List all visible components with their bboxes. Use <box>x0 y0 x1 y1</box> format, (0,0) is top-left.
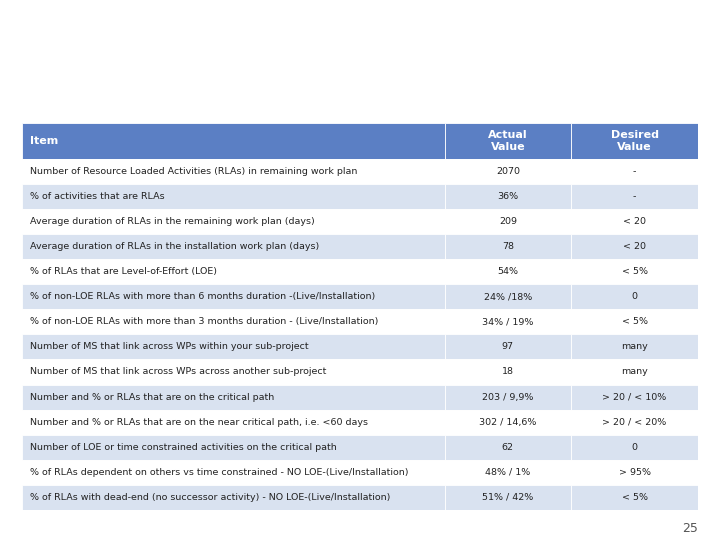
Text: 97: 97 <box>502 342 514 352</box>
Text: < 20: < 20 <box>623 242 646 251</box>
Text: % of RLAs that are Level-of-Effort (LOE): % of RLAs that are Level-of-Effort (LOE) <box>30 267 217 276</box>
Text: % of non-LOE RLAs with more than 3 months duration - (Live/Installation): % of non-LOE RLAs with more than 3 month… <box>30 318 379 326</box>
Bar <box>571 234 698 259</box>
Text: SOURCE: SOURCE <box>670 69 696 74</box>
Text: > 20 / < 10%: > 20 / < 10% <box>603 393 667 402</box>
Bar <box>444 159 571 184</box>
Text: 62: 62 <box>502 443 514 452</box>
Text: % of activities that are RLAs: % of activities that are RLAs <box>30 192 165 201</box>
Bar <box>444 284 571 309</box>
Text: Item: Item <box>30 136 58 146</box>
Bar <box>22 384 444 410</box>
Text: EUROPEAN: EUROPEAN <box>670 34 704 39</box>
Text: 48% / 1%: 48% / 1% <box>485 468 531 477</box>
Text: Number of MS that link across WPs across another sub-project: Number of MS that link across WPs across… <box>30 367 326 376</box>
Text: Number of Resource Loaded Activities (RLAs) in remaining work plan: Number of Resource Loaded Activities (RL… <box>30 167 358 176</box>
Bar <box>571 384 698 410</box>
Text: many: many <box>621 342 648 352</box>
Bar <box>444 360 571 384</box>
Text: ess: ess <box>610 44 636 58</box>
Bar <box>571 460 698 485</box>
Text: % of non-LOE RLAs with more than 6 months duration -(Live/Installation): % of non-LOE RLAs with more than 6 month… <box>30 292 375 301</box>
Bar <box>22 309 444 334</box>
Text: < 5%: < 5% <box>621 267 647 276</box>
Bar <box>444 334 571 360</box>
Text: Actual
Value: Actual Value <box>488 130 528 152</box>
Bar <box>571 334 698 360</box>
Text: many: many <box>621 367 648 376</box>
Bar <box>444 384 571 410</box>
Bar <box>444 485 571 510</box>
Text: Average duration of RLAs in the installation work plan (days): Average duration of RLAs in the installa… <box>30 242 320 251</box>
Bar <box>571 360 698 384</box>
Bar <box>444 460 571 485</box>
Bar <box>444 184 571 209</box>
Text: < 5%: < 5% <box>621 318 647 326</box>
Text: Average duration of RLAs in the remaining work plan (days): Average duration of RLAs in the remainin… <box>30 217 315 226</box>
Bar <box>22 209 444 234</box>
Bar <box>571 435 698 460</box>
Bar <box>571 159 698 184</box>
Text: Desired
Value: Desired Value <box>611 130 659 152</box>
Text: 24% /18%: 24% /18% <box>484 292 532 301</box>
Bar <box>444 410 571 435</box>
Text: 51% / 42%: 51% / 42% <box>482 493 534 502</box>
Bar <box>571 485 698 510</box>
Bar <box>444 435 571 460</box>
Text: % of RLAs with dead-end (no successor activity) - NO LOE-(Live/Installation): % of RLAs with dead-end (no successor ac… <box>30 493 390 502</box>
Text: 302 / 14,6%: 302 / 14,6% <box>480 417 536 427</box>
Bar <box>22 485 444 510</box>
Text: Number of MS that link across WPs within your sub-project: Number of MS that link across WPs within… <box>30 342 309 352</box>
Text: 78: 78 <box>502 242 514 251</box>
Text: 203 / 9,9%: 203 / 9,9% <box>482 393 534 402</box>
Bar <box>22 123 444 159</box>
Bar <box>22 435 444 460</box>
Bar <box>571 284 698 309</box>
Text: 25: 25 <box>683 522 698 535</box>
Text: 34% / 19%: 34% / 19% <box>482 318 534 326</box>
Text: > 95%: > 95% <box>618 468 651 477</box>
Text: 2070: 2070 <box>496 167 520 176</box>
Bar <box>444 123 571 159</box>
Bar <box>571 410 698 435</box>
Bar <box>22 284 444 309</box>
Bar <box>571 309 698 334</box>
Text: 54%: 54% <box>498 267 518 276</box>
Bar <box>444 234 571 259</box>
Bar <box>22 334 444 360</box>
Text: -: - <box>633 192 636 201</box>
Text: 0: 0 <box>631 443 638 452</box>
Text: % of RLAs dependent on others vs time constrained - NO LOE-(Live/Installation): % of RLAs dependent on others vs time co… <box>30 468 409 477</box>
Text: 18: 18 <box>502 367 514 376</box>
Bar <box>22 184 444 209</box>
Bar <box>571 123 698 159</box>
Bar <box>444 209 571 234</box>
Text: > 20 / < 20%: > 20 / < 20% <box>603 417 667 427</box>
Bar <box>444 259 571 284</box>
Bar <box>571 184 698 209</box>
Bar <box>22 159 444 184</box>
Text: 0: 0 <box>631 292 638 301</box>
Text: -: - <box>633 167 636 176</box>
Bar <box>22 259 444 284</box>
Text: < 5%: < 5% <box>621 493 647 502</box>
Text: Number of LOE or time constrained activities on the critical path: Number of LOE or time constrained activi… <box>30 443 337 452</box>
Text: Metric ACCSYS: Metric ACCSYS <box>22 43 243 69</box>
Text: < 20: < 20 <box>623 217 646 226</box>
Text: 209: 209 <box>499 217 517 226</box>
Text: SPALLATION: SPALLATION <box>670 51 708 57</box>
Bar <box>571 209 698 234</box>
Bar <box>22 460 444 485</box>
Text: Number and % or RLAs that are on the critical path: Number and % or RLAs that are on the cri… <box>30 393 274 402</box>
Bar <box>444 309 571 334</box>
Bar <box>22 410 444 435</box>
Bar <box>571 259 698 284</box>
Text: Number and % or RLAs that are on the near critical path, i.e. <60 days: Number and % or RLAs that are on the nea… <box>30 417 368 427</box>
Text: 36%: 36% <box>498 192 518 201</box>
Bar <box>22 360 444 384</box>
Bar <box>22 234 444 259</box>
